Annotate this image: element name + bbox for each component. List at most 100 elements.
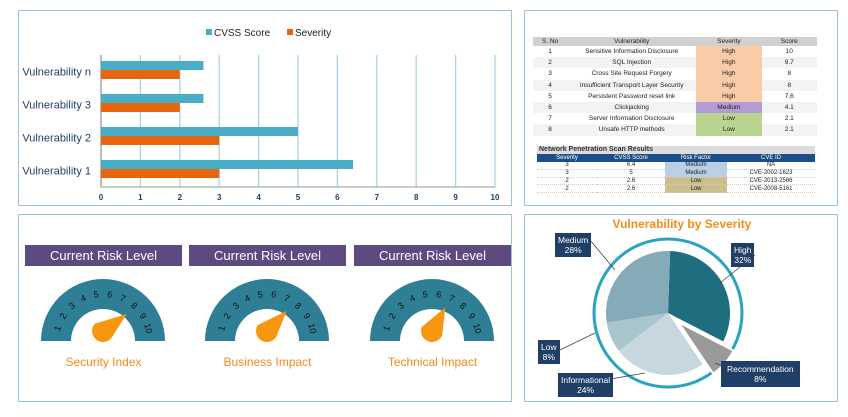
pie-label-low: Low 8% — [538, 340, 560, 364]
bar-severity — [101, 136, 220, 145]
gauge-tick-label: 3 — [67, 300, 77, 311]
gauge-tick-label: 9 — [301, 311, 312, 321]
category-label: Vulnerability 3 — [22, 100, 91, 112]
gauge-tick-label: 7 — [118, 293, 127, 304]
gauge-tick-label: 7 — [447, 293, 456, 304]
table-cell: Server Information Disclosure — [588, 115, 675, 123]
pie-slice-high — [668, 251, 730, 342]
table-cell: Sensitive Information Disclosure — [585, 48, 679, 56]
gauge-label-security-index: Security Index — [65, 355, 142, 369]
gauge-label-business-impact: Business Impact — [223, 355, 312, 369]
gauge-header: Current Risk Level — [25, 245, 182, 266]
bar-cvss-score — [101, 61, 204, 70]
gauge-tick-label: 2 — [222, 311, 233, 321]
pie-slice-informational — [618, 313, 703, 375]
column-header: Risk Factor — [665, 154, 727, 162]
table-cell: 2.1 — [784, 115, 794, 123]
x-tick-label: 2 — [178, 193, 183, 202]
gauge-tick-label: 1 — [216, 325, 227, 333]
gauge-dial — [41, 279, 165, 341]
table-row: 3 Cross Site Request Forgery High 8 — [533, 68, 817, 80]
gauge-tick-label: 10 — [142, 322, 154, 334]
risk-gauges-panel: 1 2 3 4 5 6 7 8 9 10 1 2 3 4 5 6 7 8 9 10 1 2 3 4 5 6 7 8 9 10 Curren… — [18, 214, 512, 402]
gauge-dial — [205, 279, 329, 341]
gauge-tick-label: 3 — [231, 300, 241, 311]
table-cell: Medium — [696, 101, 762, 114]
x-tick-label: 7 — [375, 193, 380, 202]
bar-cvss-score — [101, 127, 298, 136]
table-cell: Insufficient Transport Layer Security — [567, 79, 697, 91]
gauge-tick-label: 6 — [436, 289, 442, 300]
legend-label: Severity — [295, 28, 331, 39]
table-cell: SQL Injection — [567, 57, 697, 69]
gauge-header: Current Risk Level — [354, 245, 511, 266]
column-header: S. No — [533, 37, 568, 46]
table-cell: Persistent Password reset link — [588, 92, 676, 100]
pie-label-medium: Medium 28% — [555, 233, 592, 257]
bar-severity — [101, 70, 180, 79]
pie-label-recommendation: Recommendation 8% — [721, 361, 800, 387]
pie-label-informational: Informational 24% — [558, 373, 614, 397]
category-label: Vulnerability n — [22, 67, 91, 79]
x-tick-label: 5 — [296, 193, 301, 202]
table-cell: 5 — [548, 92, 552, 100]
table-cell: Unsafe HTTP methods — [567, 124, 697, 136]
pie-chart — [559, 237, 756, 389]
pie-leader-line — [559, 332, 596, 351]
scan-table-title: Network Penetration Scan Results — [537, 146, 815, 154]
table-cell: 2 — [537, 184, 597, 194]
table-cell: 6 — [533, 101, 568, 114]
table-cell: 4 — [533, 79, 568, 91]
gauge-tick-label: 1 — [52, 325, 63, 333]
pie-title: Vulnerability by Severity — [612, 217, 752, 231]
table-cell: 1 — [548, 48, 552, 56]
gauge-tick-label: 9 — [137, 311, 148, 321]
pie-ring — [592, 237, 744, 389]
table-cell: High — [696, 68, 762, 80]
gauge-needle — [421, 307, 446, 342]
table-cell: 8 — [787, 70, 792, 78]
table-cell: 5 — [597, 169, 665, 178]
table-cell: 10 — [785, 48, 793, 56]
table-cell: High — [696, 46, 762, 58]
table-cell: CVE-2013-2566 — [727, 177, 815, 186]
table-cell: Medium — [665, 169, 727, 178]
gauge-needle — [92, 313, 127, 342]
gauge-tick-label: 1 — [381, 325, 392, 333]
scan-results-table: Severity CVSS Score Risk Factor CVE ID 3 6.4 M… — [537, 154, 815, 194]
table-row: 4 Insufficient Transport Layer Security Hi… — [533, 79, 817, 91]
table-cell: Low — [696, 113, 762, 125]
column-header: CVSS Score — [597, 154, 665, 162]
table-cell: High — [696, 79, 762, 91]
gauge-tick-label: 6 — [271, 289, 277, 300]
bar-chart-panel: 0 1 2 3 4 5 6 7 8 9 10 Vulnerability 1 Vulnerability… — [18, 10, 512, 206]
table-cell: High — [696, 57, 762, 69]
x-tick-label: 9 — [453, 193, 458, 202]
table-row: 3 5 Medium CVE-2002-1623 — [537, 169, 815, 178]
category-label: Vulnerability 1 — [22, 166, 91, 178]
x-tick-label: 0 — [99, 193, 104, 202]
table-cell: 7.6 — [784, 92, 794, 100]
bar-chart: 0 1 2 3 4 5 6 7 8 9 10 Vulnerability 1 Vulnerability… — [22, 28, 500, 202]
gauge-tick-label: 7 — [282, 293, 291, 304]
table-cell: 3 — [548, 70, 552, 78]
table-cell: High — [696, 90, 762, 102]
gauge-tick-label: 3 — [396, 300, 406, 311]
table-cell: CVE-2002-1623 — [727, 169, 815, 178]
pie-slice-low — [606, 313, 668, 351]
table-row: 6 Clickjacking Medium 4.1 — [533, 101, 817, 114]
gauge-tick-label: 8 — [129, 300, 139, 311]
table-cell: 2.1 — [761, 124, 817, 136]
table-cell: 2.6 — [597, 184, 665, 194]
gauge-needle — [256, 310, 287, 342]
table-row: 5 Persistent Password reset link High 7.6 — [533, 90, 817, 102]
legend-label: CVSS Score — [214, 28, 271, 39]
gauge-tick-label: 10 — [471, 322, 483, 334]
x-tick-label: 1 — [138, 193, 143, 202]
table-cell: 2 — [537, 177, 597, 186]
column-header: Score — [761, 37, 817, 46]
table-cell: 3 — [537, 161, 597, 170]
bar-cvss-score — [101, 160, 354, 169]
gauge-header: Current Risk Level — [189, 245, 346, 266]
